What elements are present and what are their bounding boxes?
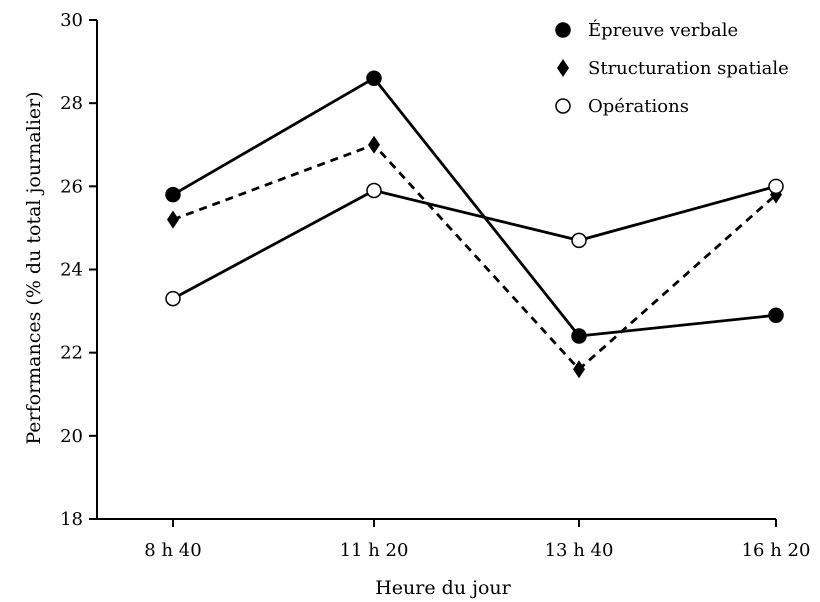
data-point-series-1 <box>571 328 587 344</box>
y-tick-label: 26 <box>60 176 83 197</box>
x-axis-title: Heure du jour <box>375 577 511 599</box>
x-ticks: 8 h 40 11 h 20 13 h 40 16 h 20 <box>144 519 810 561</box>
data-point-series-3 <box>366 182 382 199</box>
series-markers <box>165 70 784 379</box>
data-point-series-1 <box>768 307 784 323</box>
legend-marker-1 <box>555 22 571 38</box>
data-point-series-2 <box>167 210 179 229</box>
y-tick-label: 22 <box>60 343 83 364</box>
data-point-series-3 <box>768 178 784 195</box>
legend-label-3: Opérations <box>588 96 689 117</box>
data-point-series-1 <box>165 186 181 203</box>
legend-label-1: Épreuve verbale <box>588 18 738 41</box>
data-point-series-2 <box>368 135 380 154</box>
data-point-series-1 <box>366 70 382 86</box>
y-tick-label: 30 <box>60 10 83 31</box>
x-tick-label: 8 h 40 <box>144 540 201 561</box>
series-line-1 <box>172 76 777 338</box>
y-axis-title: Performances (% du total journalier) <box>23 91 45 444</box>
x-tick-label: 11 h 20 <box>340 540 409 561</box>
data-point-series-3 <box>165 290 181 307</box>
legend: Épreuve verbale Structuration spatiale Opé… <box>555 18 789 117</box>
x-tick-label: 13 h 40 <box>545 540 614 561</box>
series-line-2 <box>172 143 777 371</box>
legend-marker-3 <box>555 98 571 114</box>
x-tick-label: 16 h 20 <box>742 540 811 561</box>
data-point-series-2 <box>573 360 585 379</box>
series-line-3 <box>172 184 777 300</box>
axes <box>96 20 776 520</box>
data-point-series-3 <box>571 232 587 249</box>
legend-label-2: Structuration spatiale <box>588 58 789 79</box>
y-tick-label: 18 <box>60 509 83 530</box>
y-tick-label: 20 <box>60 426 83 447</box>
y-tick-label: 24 <box>60 260 83 281</box>
y-ticks: 18 20 22 24 26 28 30 <box>60 10 97 530</box>
y-tick-label: 28 <box>60 93 83 114</box>
series-lines <box>172 76 777 371</box>
legend-marker-2 <box>557 59 569 77</box>
